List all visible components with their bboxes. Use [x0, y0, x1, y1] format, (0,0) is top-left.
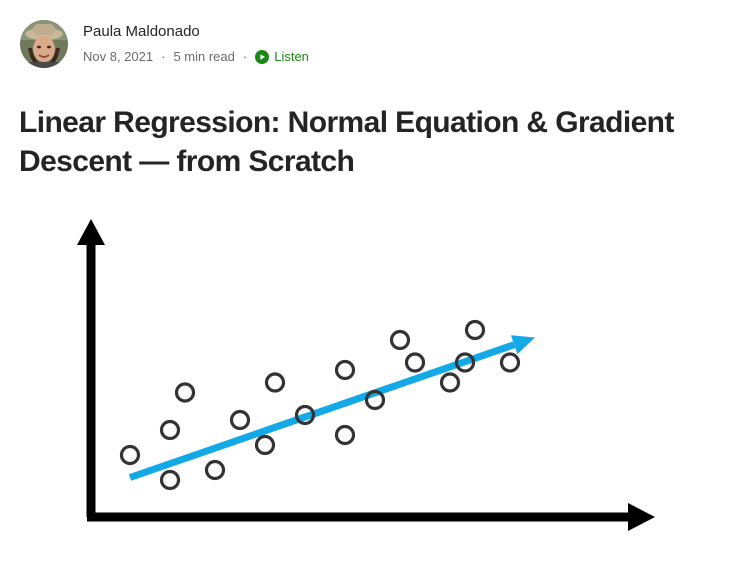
data-points [119, 319, 521, 491]
author-avatar[interactable] [20, 20, 68, 68]
data-point [264, 372, 286, 393]
listen-label: Listen [274, 49, 309, 64]
data-point [334, 359, 356, 381]
data-point [229, 409, 251, 431]
read-time: 5 min read [173, 49, 235, 64]
listen-button[interactable]: Listen [255, 48, 309, 66]
data-point [119, 444, 141, 466]
article-figure [0, 205, 740, 550]
data-point [464, 319, 486, 341]
data-point [439, 372, 461, 393]
data-point [389, 329, 411, 351]
data-point [499, 352, 521, 373]
regression-line-group [128, 335, 535, 481]
data-point [204, 459, 226, 481]
author-row: Paula Maldonado Nov 8, 2021 · 5 min read… [20, 20, 309, 68]
publish-date: Nov 8, 2021 [83, 49, 154, 64]
article-title: Linear Regression: Normal Equation & Gra… [19, 106, 674, 178]
data-point [159, 469, 181, 491]
y-axis-arrowhead [77, 219, 105, 245]
meta-separator: · [161, 49, 166, 64]
regression-illustration [77, 219, 655, 531]
meta-separator: · [242, 49, 248, 64]
x-axis [87, 503, 655, 531]
avatar-photo-icon [20, 20, 68, 68]
data-point [334, 424, 356, 446]
data-point [364, 389, 386, 411]
data-point [404, 352, 426, 373]
data-point [294, 404, 316, 426]
x-axis-arrowhead [628, 503, 655, 531]
author-name[interactable]: Paula Maldonado [83, 23, 200, 40]
data-point [174, 382, 196, 403]
regression-line [128, 341, 516, 481]
author-meta: Paula Maldonado Nov 8, 2021 · 5 min read… [83, 22, 309, 66]
post-meta: Nov 8, 2021 · 5 min read · Listen [83, 48, 309, 66]
data-point [454, 352, 476, 373]
data-point [254, 434, 276, 456]
data-point [159, 419, 181, 441]
regression-line-arrowhead [510, 335, 535, 355]
play-circle-icon [255, 50, 270, 64]
y-axis [77, 219, 105, 517]
